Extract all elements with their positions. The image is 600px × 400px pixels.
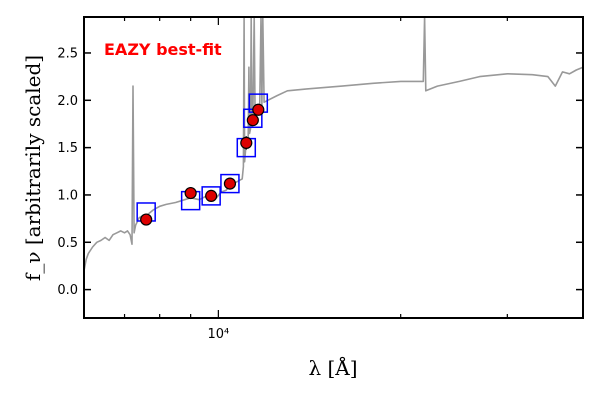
plot-frame [83, 16, 584, 319]
observed-photometry-layer [140, 103, 265, 226]
observed-photometry-point [205, 189, 218, 202]
observed-photometry-point [184, 186, 197, 200]
y-tick-label: 2.5 [57, 46, 78, 61]
observed-photometry-point [246, 114, 259, 127]
axis-ticks-layer: 0.0 0.5 1.0 1.5 2.0 2.5 10⁴ [57, 17, 584, 342]
fit-annotation: EAZY best-fit [104, 40, 222, 59]
x-axis-title: λ [Å] [308, 355, 357, 380]
y-tick-label: 1.5 [57, 141, 78, 156]
y-axis-title: f_ν [arbitrarily scaled] [21, 55, 45, 281]
y-tick-label: 0.5 [57, 236, 78, 251]
y-tick-label: 0.0 [57, 283, 78, 298]
observed-photometry-point [223, 177, 237, 190]
y-tick-label: 2.0 [57, 94, 78, 109]
observed-photometry-point [140, 213, 153, 226]
observed-photometry-point [252, 103, 265, 116]
model-photometry-box [201, 186, 221, 206]
observed-photometry-point [240, 136, 253, 149]
y-tick-label: 1.0 [57, 188, 78, 203]
plot-area-background [84, 17, 583, 318]
model-photometry-box [220, 173, 240, 194]
x-tick-label: 10⁴ [207, 327, 229, 342]
